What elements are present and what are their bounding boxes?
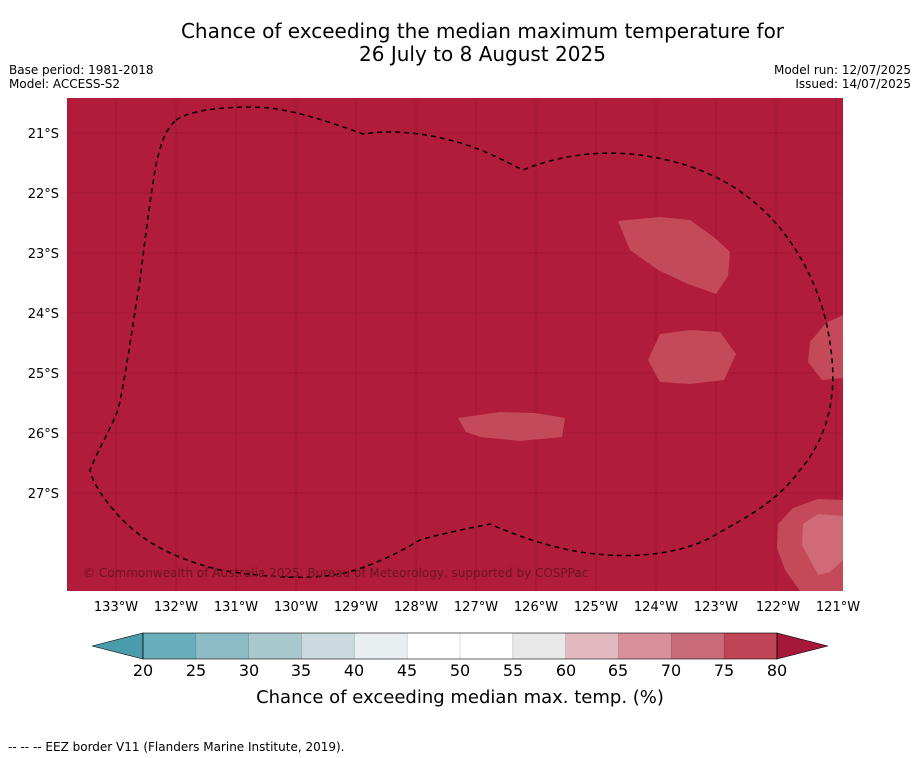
map-title-line-1: Chance of exceeding the median maximum t… bbox=[180, 19, 785, 43]
colorbar-tick: 20 bbox=[133, 661, 153, 680]
lat-label: 27°S bbox=[28, 487, 59, 502]
colorbar-segment bbox=[407, 633, 461, 659]
colorbar-tick: 75 bbox=[714, 661, 734, 680]
colorbar-tick: 45 bbox=[397, 661, 417, 680]
colorbar-segment bbox=[195, 633, 250, 659]
patch-central-east bbox=[648, 330, 736, 384]
colorbar-tick: 80 bbox=[767, 661, 787, 680]
lon-label: 122°W bbox=[756, 600, 800, 615]
colorbar-tick: 60 bbox=[556, 661, 576, 680]
lon-label: 127°W bbox=[454, 600, 498, 615]
eez-border bbox=[89, 106, 834, 579]
lat-label: 26°S bbox=[28, 427, 59, 442]
colorbar-tick: 40 bbox=[344, 661, 364, 680]
lon-label: 132°W bbox=[154, 600, 198, 615]
patch-north-east bbox=[618, 217, 730, 294]
lat-label: 21°S bbox=[28, 127, 59, 142]
patch-east-edge bbox=[808, 315, 843, 380]
map-copyright: © Commonwealth of Australia 2025, Bureau… bbox=[83, 566, 588, 580]
colorbar-segment bbox=[724, 633, 778, 659]
colorbar-separators bbox=[195, 633, 725, 659]
colorbar-segment bbox=[248, 633, 302, 659]
colorbar-low-extension bbox=[91, 632, 144, 660]
colorbar-high-extension bbox=[776, 632, 829, 660]
lat-label: 23°S bbox=[28, 247, 59, 262]
colorbar-outline bbox=[142, 632, 778, 660]
colorbar-segment bbox=[512, 633, 567, 659]
patch-south-east-inner bbox=[802, 514, 843, 575]
colorbar-segment bbox=[671, 633, 725, 659]
map-title-line-2: 26 July to 8 August 2025 bbox=[359, 42, 606, 66]
colorbar-tick: 55 bbox=[503, 661, 523, 680]
colorbar bbox=[143, 633, 778, 659]
colorbar-tick: 30 bbox=[239, 661, 259, 680]
eez-legend-text: -- -- -- EEZ border V11 (Flanders Marine… bbox=[8, 740, 345, 754]
colorbar-segment bbox=[618, 633, 672, 659]
latitude-labels: 21°S 22°S 23°S 24°S 25°S 26°S 27°S bbox=[28, 127, 59, 502]
model-info: Base period: 1981-2018 Model: ACCESS-S2 bbox=[9, 63, 154, 91]
lon-label: 130°W bbox=[274, 600, 318, 615]
run-info: Model run: 12/07/2025 Issued: 14/07/2025 bbox=[774, 63, 911, 91]
colorbar-segment bbox=[460, 633, 514, 659]
colorbar-segment bbox=[301, 633, 355, 659]
lon-label: 131°W bbox=[214, 600, 258, 615]
colorbar-tick: 70 bbox=[661, 661, 681, 680]
lat-label: 22°S bbox=[28, 187, 59, 202]
longitude-labels: 133°W 132°W 131°W 130°W 129°W 128°W 127°… bbox=[94, 600, 860, 615]
probability-patches-70-75 bbox=[458, 217, 843, 591]
lon-label: 126°W bbox=[514, 600, 558, 615]
colorbar-tick: 35 bbox=[291, 661, 311, 680]
model-run-text: Model run: 12/07/2025 bbox=[773, 63, 911, 77]
colorbar-tick: 65 bbox=[608, 661, 628, 680]
lon-label: 121°W bbox=[816, 600, 860, 615]
colorbar-tick-labels: 20 25 30 35 40 45 50 55 60 65 70 75 80 bbox=[133, 661, 787, 680]
lon-label: 128°W bbox=[394, 600, 438, 615]
colorbar-segment bbox=[143, 633, 197, 659]
lon-label: 124°W bbox=[634, 600, 678, 615]
colorbar-segment bbox=[565, 633, 619, 659]
colorbar-title: Chance of exceeding median max. temp. (%… bbox=[256, 687, 664, 708]
lat-label: 24°S bbox=[28, 307, 59, 322]
colorbar-tick: 50 bbox=[450, 661, 470, 680]
issued-text: Issued: 14/07/2025 bbox=[795, 77, 911, 91]
graticule bbox=[67, 98, 843, 591]
base-period-text: Base period: 1981-2018 bbox=[9, 63, 154, 77]
lon-label: 125°W bbox=[574, 600, 618, 615]
model-text: Model: ACCESS-S2 bbox=[9, 77, 121, 91]
patch-central-south bbox=[458, 412, 565, 441]
lon-label: 129°W bbox=[334, 600, 378, 615]
colorbar-tick: 25 bbox=[186, 661, 206, 680]
lon-label: 123°W bbox=[694, 600, 738, 615]
lat-label: 25°S bbox=[28, 367, 59, 382]
colorbar-segment bbox=[354, 633, 408, 659]
lon-label: 133°W bbox=[94, 600, 138, 615]
